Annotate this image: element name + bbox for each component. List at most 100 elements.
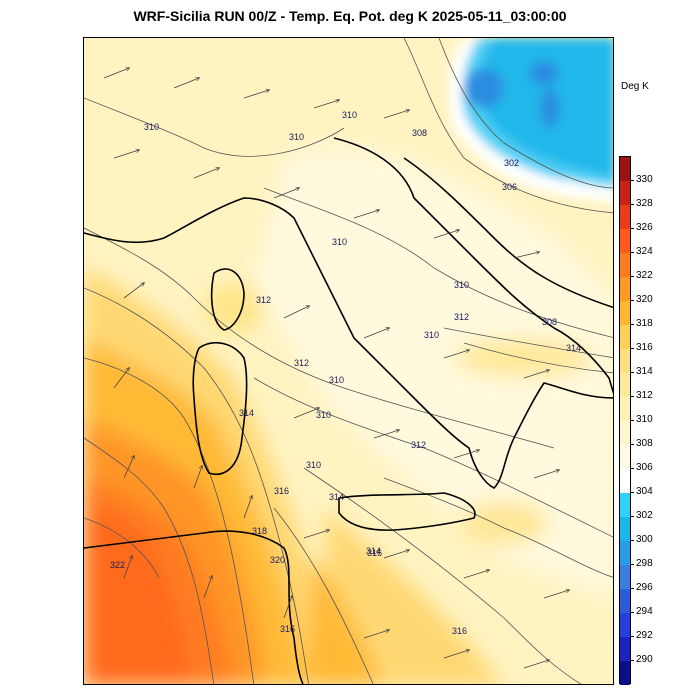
contour-label: 306 [502,182,517,192]
colorbar-segment [620,661,630,685]
colorbar-tick-label: 324 [636,246,653,257]
colorbar-tick-label: 308 [636,438,653,449]
contour-label: 312 [411,440,426,450]
contour-label: 320 [270,555,285,565]
colorbar-tick [630,396,634,397]
colorbar-tick [630,300,634,301]
colorbar-tick [630,348,634,349]
colorbar-tick-label: 304 [636,486,653,497]
colorbar-tick [630,252,634,253]
contour-label: 308 [412,128,427,138]
colorbar-tick [630,228,634,229]
colorbar-segment [620,421,630,445]
contour-label: 310 [424,330,439,340]
colorbar-tick-label: 302 [636,510,653,521]
map-title: WRF-Sicilia RUN 00/Z - Temp. Eq. Pot. de… [133,8,567,24]
colorbar-tick [630,636,634,637]
colorbar-tick-label: 322 [636,270,653,281]
contour-label: 316 [452,626,467,636]
colorbar-tick-label: 328 [636,198,653,209]
colorbar-segment [620,445,630,469]
colorbar-tick-label: 310 [636,414,653,425]
contour-label: 318 [252,526,267,536]
contour-label: 312 [256,295,271,305]
colorbar-segment [620,205,630,229]
contour-label: 310 [289,132,304,142]
colorbar-segment [620,277,630,301]
colorbar-segment [620,469,630,493]
colorbar-tick-label: 320 [636,294,653,305]
contour-label: 314 [239,408,254,418]
contour-label: 310 [306,460,321,470]
colorbar-segment [620,541,630,565]
contour-label: 310 [332,237,347,247]
contour-label: 310 [342,110,357,120]
contour-label: 310 [144,122,159,132]
map-canvas: 310 310 310 308 302 306 310 310 312 312 … [84,38,613,684]
contour-label: 316 [274,486,289,496]
colorbar-tick [630,516,634,517]
colorbar-tick-label: 314 [636,366,653,377]
colorbar-tick [630,588,634,589]
colorbar-segment [620,565,630,589]
colorbar-tick-label: 290 [636,654,653,665]
colorbar-tick [630,180,634,181]
colorbar-tick [630,564,634,565]
colorbar-tick [630,492,634,493]
colorbar-segment [620,229,630,253]
colorbar-tick-label: 306 [636,462,653,473]
colorbar-tick-label: 292 [636,630,653,641]
map-area[interactable]: 310 310 310 308 302 306 310 310 312 312 … [83,37,614,685]
colorbar-segment [620,589,630,613]
colorbar-tick [630,372,634,373]
colorbar-tick-label: 300 [636,534,653,545]
colorbar-tick [630,540,634,541]
colorbar-tick [630,660,634,661]
colorbar-tick-label: 330 [636,174,653,185]
contour-lines [84,38,613,684]
colorbar-tick [630,204,634,205]
contour-label: 316 [367,548,382,558]
colorbar-segment [620,349,630,373]
colorbar-segment [620,517,630,541]
contour-label: 314 [329,492,344,502]
colorbar-segment [620,397,630,421]
colorbar-tick-label: 294 [636,606,653,617]
contour-label: 310 [454,280,469,290]
colorbar-tick-label: 296 [636,582,653,593]
contour-label: 314 [566,343,581,353]
colorbar-segment [620,157,630,181]
colorbar-tick-label: 326 [636,222,653,233]
colorbar-segment [620,253,630,277]
contour-labels: 310 310 310 308 302 306 310 310 312 312 … [110,110,581,636]
colorbar [619,156,631,685]
colorbar-tick [630,276,634,277]
colorbar-segment [620,325,630,349]
colorbar-segment [620,373,630,397]
wind-vectors [103,68,569,669]
colorbar-segment [620,493,630,517]
colorbar-segment [620,637,630,661]
colorbar-tick-label: 316 [636,342,653,353]
colorbar-tick-label: 312 [636,390,653,401]
contour-label: 308 [542,317,557,327]
colorbar-tick [630,444,634,445]
contour-label: 310 [316,410,331,420]
colorbar-tick-label: 298 [636,558,653,569]
colorbar-tick-label: 318 [636,318,653,329]
contour-label: 312 [454,312,469,322]
contour-label: 316 [280,624,295,634]
contour-label: 312 [294,358,309,368]
colorbar-tick [630,420,634,421]
units-label: Deg K [621,81,649,92]
colorbar-segment [620,613,630,637]
colorbar-tick [630,324,634,325]
coastlines [84,137,613,684]
colorbar-segment [620,181,630,205]
cold-region [448,38,613,203]
colorbar-tick [630,468,634,469]
contour-label: 322 [110,560,125,570]
colorbar-tick [630,612,634,613]
contour-label: 302 [504,158,519,168]
contour-label: 314 [366,546,381,556]
